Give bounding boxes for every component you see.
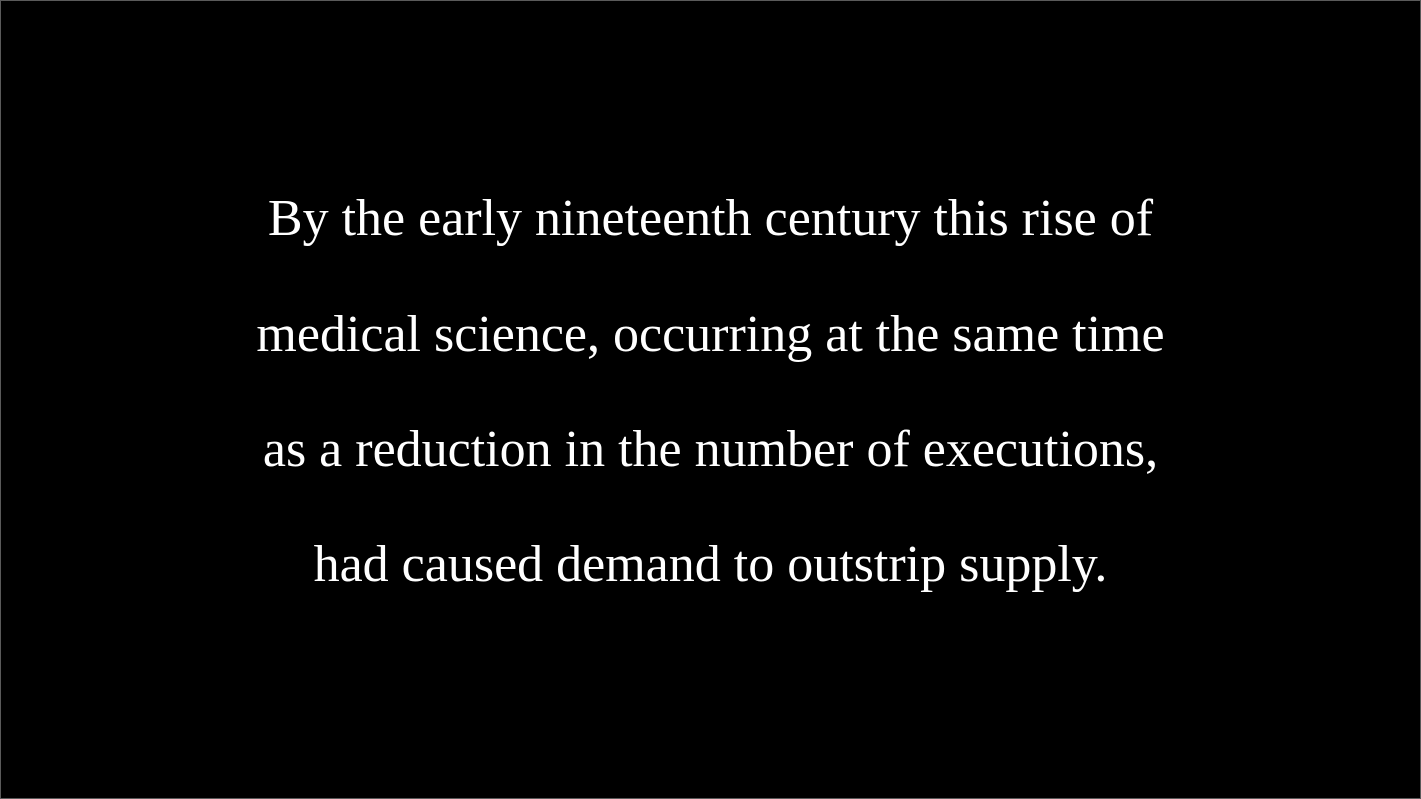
caption-line-1: By the early nineteenth century this ris… <box>267 190 1154 247</box>
caption-line-2: medical science, occurring at the same t… <box>256 306 1165 363</box>
caption-line-3: as a reduction in the number of executio… <box>262 421 1159 478</box>
caption-line-4: had caused demand to outstrip supply. <box>313 536 1108 593</box>
